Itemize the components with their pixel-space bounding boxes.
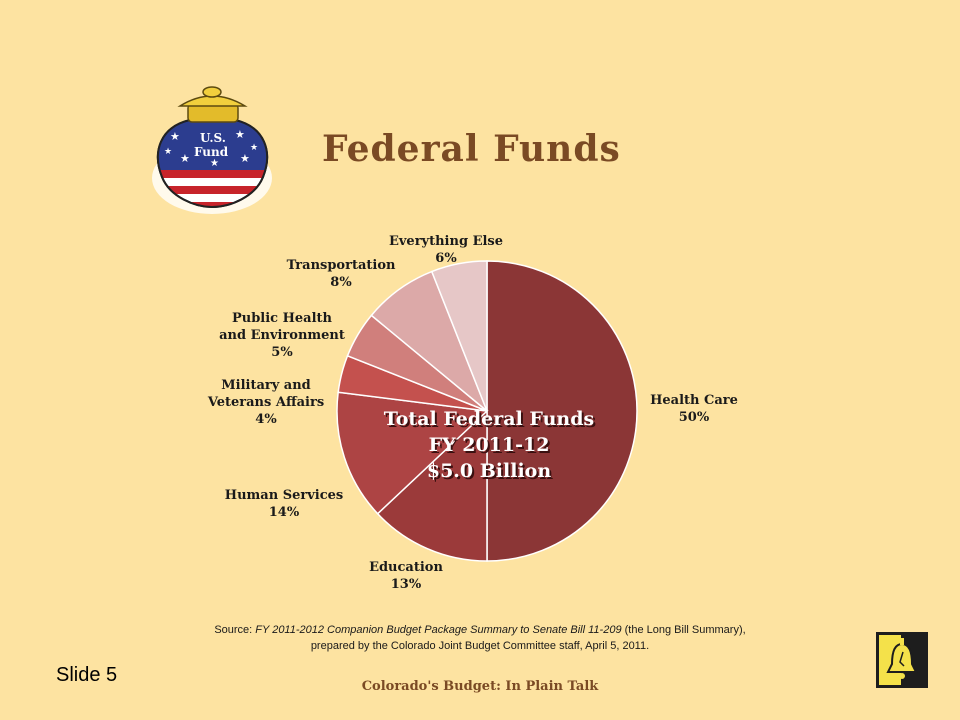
- slice-label: Education 13%: [369, 560, 443, 592]
- source-prefix: Source:: [214, 624, 256, 636]
- liberty-bell-icon: [876, 632, 928, 688]
- slide-number: Slide 5: [56, 664, 118, 686]
- source-line2: prepared by the Colorado Joint Budget Co…: [310, 640, 650, 652]
- us-fund-pot-icon: ★ ★ ★ ★ ★ ★ ★ U.S. Fund: [152, 86, 272, 214]
- center-label-shadow: $5.0 Billion: [429, 462, 553, 484]
- slice-label: Military and Veterans Affairs 4%: [207, 378, 324, 427]
- svg-text:★: ★: [170, 130, 180, 143]
- footer-text: Colorado's Budget: In Plain Talk: [361, 679, 599, 694]
- svg-text:★: ★: [250, 143, 258, 153]
- pie-slice: [486, 260, 638, 562]
- center-label-shadow: Total Federal Funds: [386, 410, 596, 432]
- center-label: Total Federal Funds: [384, 408, 594, 430]
- slice-label: Everything Else 6%: [389, 234, 503, 266]
- source-rest: (the Long Bill Summary),: [621, 624, 746, 636]
- source-title: FY 2011-2012 Companion Budget Package Su…: [255, 624, 622, 636]
- pie-slice: [430, 260, 488, 412]
- svg-text:★: ★: [164, 147, 172, 157]
- svg-text:★: ★: [210, 158, 219, 169]
- source-note: Source: FY 2011-2012 Companion Budget Pa…: [140, 622, 820, 654]
- slice-label: Public Health and Environment 5%: [219, 311, 345, 360]
- pie-slice: [376, 409, 488, 562]
- svg-text:★: ★: [180, 152, 190, 165]
- center-label: FY 2011-12: [429, 434, 550, 456]
- slide-title: Federal Funds: [322, 128, 621, 170]
- pie-slice: [336, 391, 489, 515]
- svg-text:★: ★: [235, 128, 245, 141]
- center-label-shadow: FY 2011-12: [431, 436, 552, 458]
- svg-text:★: ★: [240, 152, 250, 165]
- pot-label-line1: U.S.: [200, 131, 226, 145]
- slice-label: Transportation 8%: [287, 258, 396, 290]
- pot-label-line2: Fund: [194, 145, 229, 159]
- center-label: $5.0 Billion: [427, 460, 551, 482]
- slice-label: Human Services 14%: [225, 488, 343, 520]
- slice-label: Health Care 50%: [650, 393, 738, 425]
